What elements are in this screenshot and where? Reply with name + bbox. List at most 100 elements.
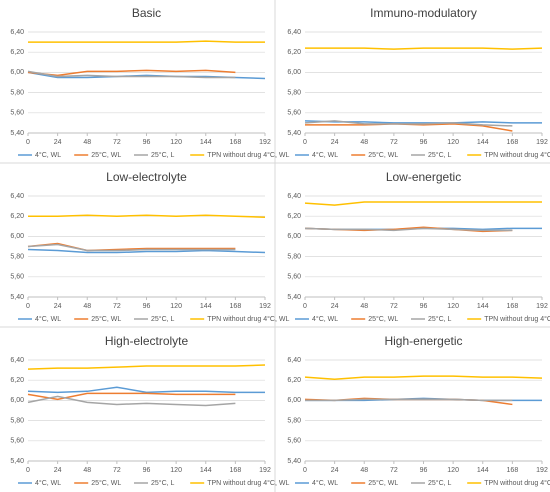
chart-title: Low-energetic	[386, 170, 461, 184]
x-tick-label: 0	[303, 467, 307, 474]
legend-label: 25°C, WL	[91, 315, 121, 323]
y-tick-label: 6,20	[10, 377, 24, 384]
x-tick-label: 96	[143, 139, 151, 146]
legend-label: 4°C, WL	[35, 151, 61, 159]
legend-label: TPN without drug 4°C, WL	[207, 479, 289, 487]
x-tick-label: 192	[536, 467, 548, 474]
x-tick-label: 72	[390, 139, 398, 146]
series-line	[27, 70, 236, 79]
y-tick-label: 6,00	[10, 69, 24, 76]
x-tick-label: 48	[360, 303, 368, 310]
y-tick-label: 6,20	[10, 213, 24, 220]
series-line	[27, 386, 265, 394]
series-line	[27, 242, 236, 252]
y-tick-label: 5,60	[287, 274, 301, 281]
x-tick-label: 0	[26, 303, 30, 310]
y-tick-label: 5,80	[287, 417, 301, 424]
y-tick-label: 5,60	[10, 438, 24, 445]
x-tick-label: 144	[477, 467, 489, 474]
x-tick-label: 24	[54, 139, 62, 146]
x-tick-label: 144	[200, 139, 212, 146]
y-tick-label: 5,60	[10, 274, 24, 281]
legend-label: 4°C, WL	[312, 315, 338, 323]
x-tick-label: 144	[477, 139, 489, 146]
x-tick-label: 120	[170, 467, 182, 474]
legend-label: TPN without drug 4°C, WL	[484, 151, 550, 159]
x-tick-label: 168	[230, 467, 242, 474]
y-tick-label: 6,20	[10, 49, 24, 56]
y-tick-label: 5,40	[287, 130, 301, 137]
y-tick-label: 5,40	[10, 130, 24, 137]
series-line	[304, 375, 543, 380]
x-tick-label: 144	[477, 303, 489, 310]
x-tick-label: 168	[507, 467, 519, 474]
x-tick-label: 24	[54, 467, 62, 474]
x-tick-label: 0	[26, 139, 30, 146]
x-tick-label: 120	[170, 303, 182, 310]
chart-title: Basic	[132, 6, 161, 20]
series-line	[27, 243, 236, 252]
y-tick-label: 6,00	[287, 397, 301, 404]
x-tick-label: 48	[83, 467, 91, 474]
x-tick-label: 192	[536, 303, 548, 310]
series-line	[27, 248, 266, 254]
x-tick-label: 48	[83, 303, 91, 310]
y-tick-label: 5,80	[287, 253, 301, 260]
legend-label: 4°C, WL	[35, 479, 61, 487]
legend-label: 4°C, WL	[312, 479, 338, 487]
x-tick-label: 96	[143, 303, 151, 310]
y-tick-label: 5,60	[10, 110, 24, 117]
legend-label: 25°C, L	[151, 479, 175, 487]
legend-label: 25°C, WL	[91, 151, 121, 159]
legend-label: 25°C, L	[151, 151, 175, 159]
x-tick-label: 24	[54, 303, 62, 310]
x-tick-label: 96	[420, 467, 428, 474]
y-tick-label: 5,40	[287, 294, 301, 301]
legend-label: 25°C, WL	[368, 479, 398, 487]
legend-label: 25°C, L	[428, 315, 452, 323]
legend-label: 25°C, WL	[368, 151, 398, 159]
y-tick-label: 5,80	[10, 417, 24, 424]
series-line	[27, 69, 236, 77]
chart-title: Low-electrolyte	[106, 170, 187, 184]
x-tick-label: 48	[360, 139, 368, 146]
series-line	[27, 392, 236, 401]
x-tick-label: 72	[113, 303, 121, 310]
legend-label: TPN without drug 4°C, WL	[207, 315, 289, 323]
x-tick-label: 144	[200, 303, 212, 310]
y-tick-label: 6,40	[287, 193, 301, 200]
x-tick-label: 0	[26, 467, 30, 474]
y-tick-label: 6,40	[287, 357, 301, 364]
x-tick-label: 120	[170, 139, 182, 146]
y-tick-label: 6,40	[10, 29, 24, 36]
y-tick-label: 5,40	[287, 458, 301, 465]
x-tick-label: 192	[259, 303, 271, 310]
y-tick-label: 5,60	[287, 438, 301, 445]
y-tick-label: 5,80	[10, 253, 24, 260]
x-tick-label: 72	[390, 467, 398, 474]
x-tick-label: 168	[507, 303, 519, 310]
y-tick-label: 5,80	[287, 89, 301, 96]
x-tick-label: 168	[507, 139, 519, 146]
series-line	[305, 398, 513, 402]
legend-label: 25°C, L	[428, 151, 452, 159]
legend-label: 25°C, WL	[91, 479, 121, 487]
y-tick-label: 6,00	[287, 69, 301, 76]
series-line	[28, 40, 265, 43]
series-line	[27, 395, 236, 407]
x-tick-label: 96	[143, 467, 151, 474]
series-line	[305, 47, 543, 50]
legend-label: 4°C, WL	[35, 315, 61, 323]
y-tick-label: 5,80	[10, 89, 24, 96]
y-tick-label: 6,20	[287, 377, 301, 384]
x-tick-label: 96	[420, 139, 428, 146]
y-tick-label: 5,40	[10, 294, 24, 301]
chart-title: High-electrolyte	[105, 334, 189, 348]
x-tick-label: 48	[83, 139, 91, 146]
x-tick-label: 24	[331, 303, 339, 310]
series-line	[304, 120, 513, 127]
x-tick-label: 72	[113, 467, 121, 474]
x-tick-label: 0	[303, 139, 307, 146]
y-tick-label: 5,60	[287, 110, 301, 117]
legend-label: 25°C, WL	[368, 315, 398, 323]
